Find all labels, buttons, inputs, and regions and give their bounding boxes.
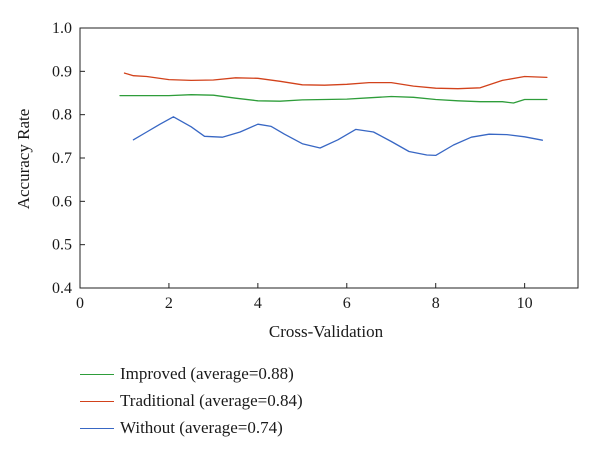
legend-item-improved: Improved (average=0.88) <box>80 362 400 386</box>
series-line-0 <box>119 94 548 104</box>
series-layer <box>119 72 548 157</box>
legend-swatch-without <box>80 427 114 429</box>
y-tick-label: 0.9 <box>52 63 72 80</box>
legend-item-traditional: Traditional (average=0.84) <box>80 389 400 413</box>
x-tick-label: 8 <box>432 295 440 312</box>
y-tick-label: 1.0 <box>52 20 72 37</box>
y-tick-label: 0.6 <box>52 193 72 210</box>
series-line-1 <box>123 72 548 90</box>
x-axis-label: Cross-Validation <box>269 322 384 341</box>
chart-legend: Improved (average=0.88) Traditional (ave… <box>80 362 400 443</box>
y-tick-label: 0.7 <box>52 150 72 167</box>
y-tick-label: 0.5 <box>52 237 72 254</box>
legend-swatch-improved <box>80 373 114 375</box>
legend-item-without: Without (average=0.74) <box>80 416 400 440</box>
series-line-2 <box>132 116 544 157</box>
legend-label-traditional: Traditional (average=0.84) <box>120 391 303 410</box>
x-tick-label: 4 <box>254 295 262 312</box>
legend-label-improved: Improved (average=0.88) <box>120 364 294 383</box>
x-tick-label: 10 <box>517 295 533 312</box>
legend-label-without: Without (average=0.74) <box>120 418 283 437</box>
x-tick-label: 2 <box>165 295 173 312</box>
x-tick-label: 0 <box>76 295 84 312</box>
y-tick-label: 0.4 <box>52 280 72 297</box>
legend-swatch-traditional <box>80 400 114 402</box>
axes-layer: 0.4 0.5 0.6 0.7 0.8 0.9 1.0 0 2 4 6 8 10 <box>52 20 579 312</box>
x-tick-label: 6 <box>343 295 351 312</box>
plot-frame <box>79 27 579 289</box>
y-tick-label: 0.8 <box>52 107 72 124</box>
y-axis-label: Accuracy Rate <box>14 109 33 210</box>
